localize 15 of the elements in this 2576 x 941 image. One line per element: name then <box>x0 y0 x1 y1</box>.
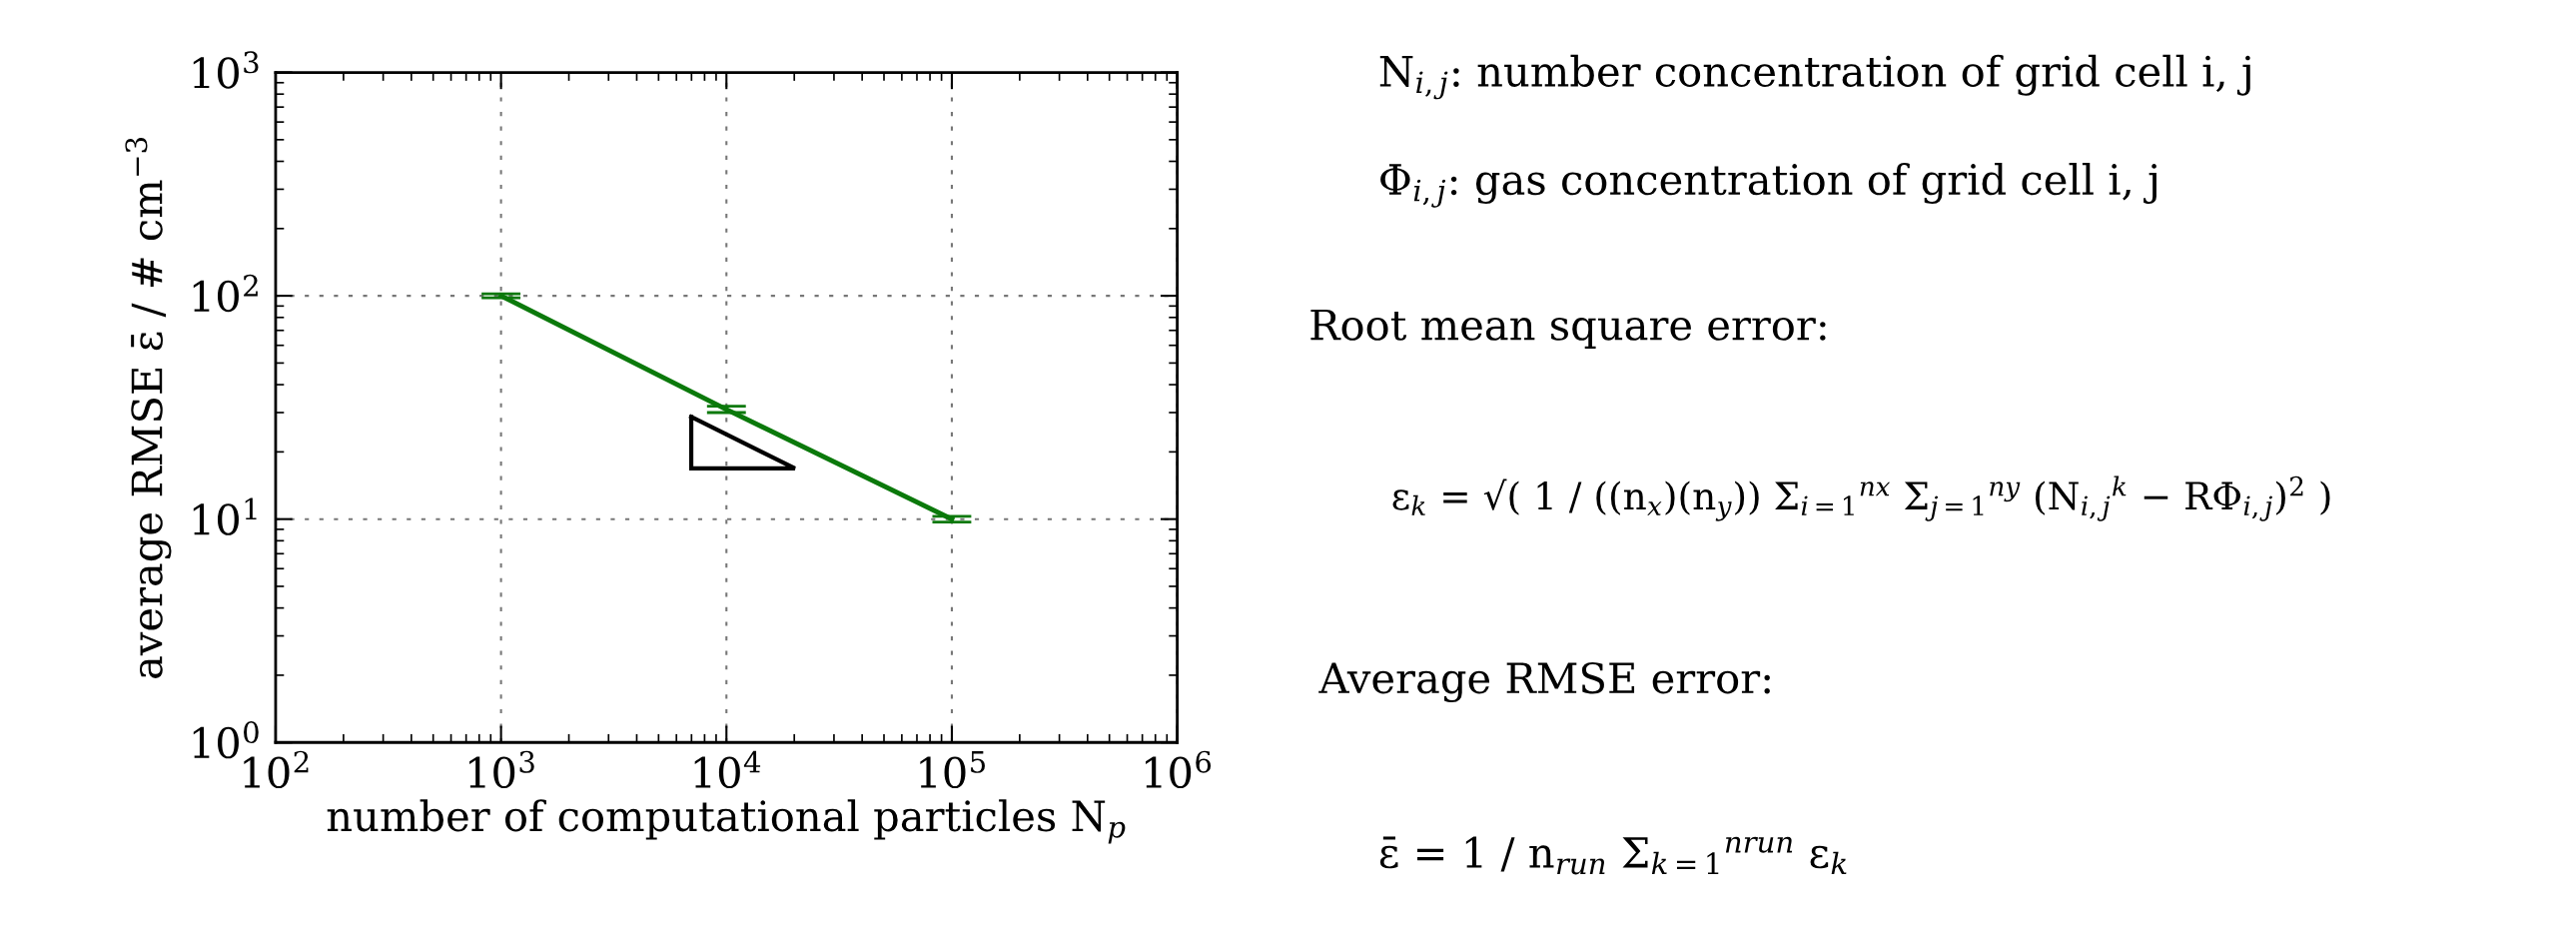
x-tick-label: 10$^{3}$ <box>469 750 534 789</box>
y-axis-title: average RMSE ε̄ / # cm$^{−3}$ <box>125 138 172 678</box>
x-axis-title: number of computational particles N$_{p}$ <box>327 799 1126 844</box>
text: ε̄ = 1 / n$_{run}$ Σ$_{k=1}$$^{nrun}$ ε$_{k}$ <box>1379 836 1847 875</box>
text: Φ$_{i,j}$: gas concentration of grid cell i, j <box>1380 163 2156 208</box>
y-tick-label: 10$^{1}$ <box>193 497 257 535</box>
text: N$_{i,j}$: number concentration of grid cell i, j <box>1379 54 2250 100</box>
text: Root mean square error: <box>1310 309 1826 349</box>
y-tick-label: 10$^{2}$ <box>193 274 258 313</box>
x-tick-label: 10$^{5}$ <box>920 751 985 789</box>
text: Average RMSE error: <box>1318 661 1770 703</box>
x-tick-label: 10$^{6}$ <box>1146 750 1212 789</box>
text: ε$_{k}$ = √( 1 / ((n$_{x}$)(n$_{y}$)) Σ$_{i=1}$$^{nx}$ Σ$_{j=1}$$^{ny}$ (N$_{i,j}$$^{k}$ − RΦ$_{i,j}$)$^{2}$ ) <box>1392 475 2330 521</box>
y-tick-label: 10$^{3}$ <box>193 51 259 89</box>
x-tick-label: 10$^{4}$ <box>694 750 761 789</box>
